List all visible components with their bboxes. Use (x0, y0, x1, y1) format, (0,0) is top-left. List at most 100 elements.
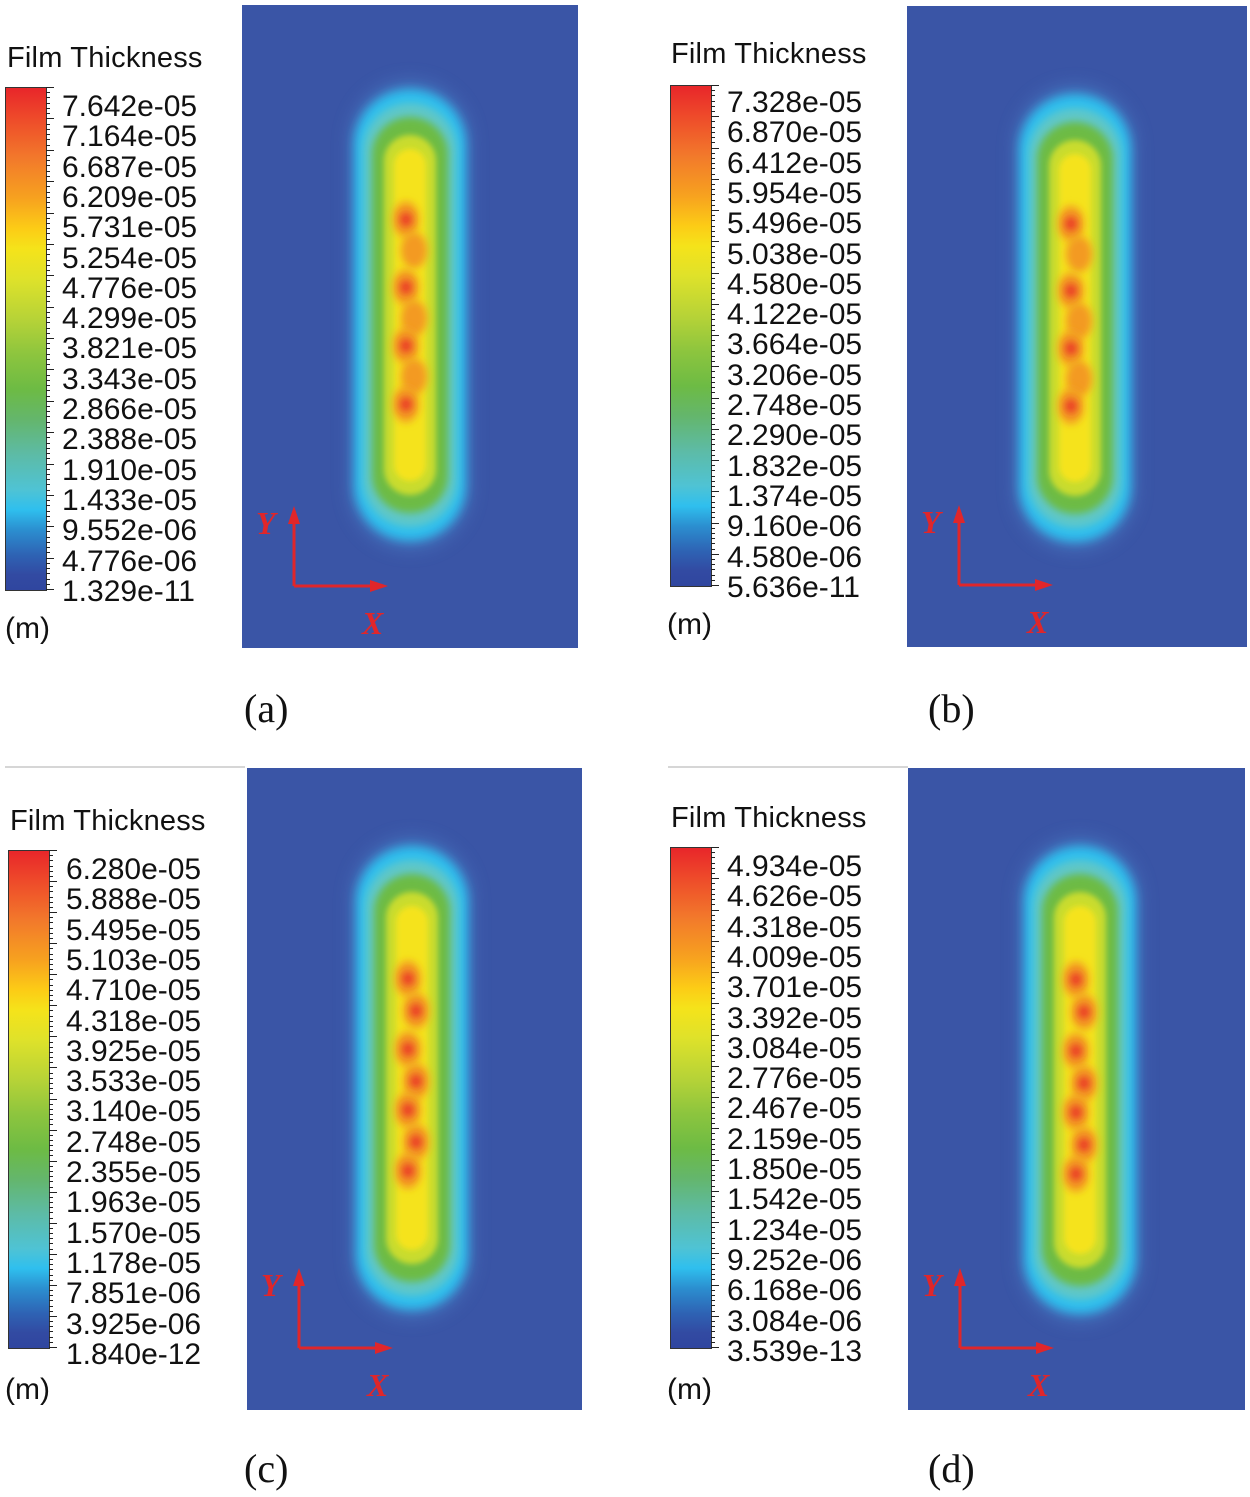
hotspot-peak (1070, 1043, 1082, 1058)
tick-mark (46, 416, 50, 418)
colorbar-tick-label: 1.178e-05 (66, 1246, 202, 1280)
panel-caption: (c) (244, 1446, 289, 1491)
colorbar-tick-label: 7.642e-05 (62, 90, 198, 123)
tick-mark (711, 293, 715, 295)
tick-mark (711, 1315, 719, 1317)
tick-mark (711, 951, 715, 953)
colorbar-tick-label: 1.832e-05 (727, 449, 863, 483)
tick-mark (49, 1186, 53, 1188)
colorbar-tick-label: 1.374e-05 (727, 479, 863, 513)
tick-mark (711, 1310, 715, 1312)
colorbar-tick-label: 1.570e-05 (66, 1216, 202, 1250)
tick-mark (711, 126, 715, 128)
tick-mark (711, 470, 715, 472)
colorbar-tick-label: 4.299e-05 (62, 302, 198, 336)
tick-mark (711, 345, 715, 347)
tick-mark (46, 264, 50, 266)
colorbar-tick-label: 9.252e-06 (727, 1243, 863, 1277)
tick-mark (49, 865, 53, 867)
tick-mark (711, 1289, 715, 1291)
tick-mark (711, 945, 715, 947)
tick-mark (711, 163, 715, 165)
tick-mark (49, 1321, 53, 1323)
tick-mark (46, 426, 50, 428)
tick-mark (49, 1088, 53, 1090)
hotspot-peak (402, 971, 414, 986)
tick-mark (711, 1211, 715, 1213)
tick-mark (49, 1165, 53, 1167)
film-thickness-map: YX (256, 79, 472, 641)
film-thickness-map: YX (921, 84, 1137, 640)
tick-mark (49, 1119, 53, 1121)
tick-mark (711, 893, 715, 895)
colorbar-tick-label: 5.731e-05 (62, 211, 198, 245)
tick-mark (711, 413, 715, 415)
tick-mark (711, 324, 715, 326)
tick-mark (49, 1315, 57, 1317)
tick-mark (49, 1290, 53, 1292)
tick-mark (46, 102, 50, 104)
tick-mark (711, 454, 715, 456)
tick-mark (711, 402, 715, 404)
tick-mark (49, 1051, 53, 1053)
tick-mark (46, 196, 50, 198)
colorbar-tick-label: 4.009e-05 (727, 940, 863, 974)
tick-mark (49, 1103, 53, 1105)
tick-mark (46, 249, 50, 251)
tick-mark (711, 883, 715, 885)
tick-mark (711, 178, 719, 180)
tick-mark (711, 1175, 715, 1177)
tick-mark (711, 319, 715, 321)
tick-mark (49, 1233, 53, 1235)
tick-mark (711, 852, 715, 854)
hotspot (1066, 236, 1092, 273)
tick-mark (711, 553, 719, 555)
tick-mark (46, 270, 50, 272)
tick-mark (49, 1341, 53, 1343)
tick-mark (711, 486, 715, 488)
tick-mark (46, 285, 50, 287)
colorbar-tick-label: 1.542e-05 (727, 1183, 863, 1217)
colorbar-tick-label: 1.963e-05 (66, 1186, 202, 1220)
tick-mark (49, 850, 57, 851)
tick-mark (711, 940, 719, 942)
hotspot-peak (410, 1074, 422, 1089)
tick-mark (711, 142, 715, 144)
tick-mark (49, 870, 53, 872)
tick-mark (711, 1347, 719, 1348)
hotspot-peak (1070, 1166, 1082, 1181)
tick-mark (46, 395, 50, 397)
legend-title: Film Thickness (671, 802, 867, 834)
y-axis-label: Y (922, 1267, 944, 1303)
tick-mark (711, 1044, 715, 1046)
tick-mark (49, 1139, 53, 1141)
tick-mark (711, 935, 715, 937)
tick-mark (711, 925, 715, 927)
tick-mark (49, 1020, 53, 1022)
tick-mark (711, 366, 719, 368)
tick-mark (49, 1238, 53, 1240)
tick-mark (46, 144, 50, 146)
tick-mark (46, 515, 50, 517)
colorbar-tick-label: 2.467e-05 (727, 1092, 863, 1126)
tick-mark (49, 1062, 53, 1064)
colorbar-tick-label: 7.328e-05 (727, 86, 863, 119)
colorbar-tick-label: 5.495e-05 (66, 913, 202, 947)
tick-mark (711, 210, 719, 211)
tick-mark (711, 972, 719, 973)
tick-mark (711, 1294, 715, 1296)
tick-mark (49, 1264, 53, 1266)
tick-mark (49, 927, 53, 929)
tick-mark (711, 992, 715, 994)
tick-mark (46, 222, 50, 224)
tick-mark (46, 405, 50, 407)
tick-mark (711, 376, 715, 378)
tick-mark (46, 280, 50, 282)
hotspot-peak (1065, 399, 1077, 414)
hotspot-peak (1065, 216, 1077, 231)
colorbar-tick-label: 9.160e-06 (727, 510, 863, 544)
tick-mark (711, 1253, 719, 1255)
tick-mark (49, 1176, 53, 1178)
